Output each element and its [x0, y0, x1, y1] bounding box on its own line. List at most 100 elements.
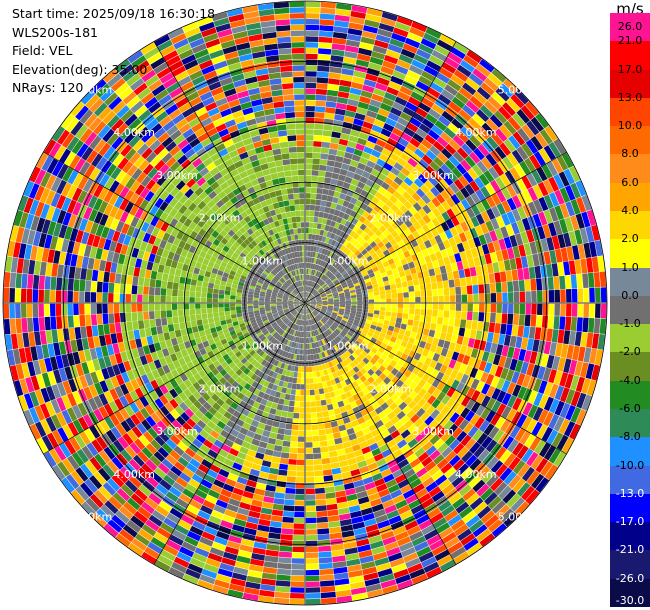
radar-gate: [429, 359, 438, 369]
radar-gate: [390, 367, 399, 376]
radar-gate: [339, 244, 346, 252]
radar-gate: [346, 321, 353, 327]
radar-gate: [530, 314, 537, 327]
radar-gate: [124, 404, 135, 417]
radar-gate: [339, 518, 352, 527]
radar-gate: [464, 365, 473, 376]
radar-gate: [288, 334, 293, 341]
radar-gate: [348, 505, 361, 513]
radar-gate: [279, 457, 289, 465]
radar-gate: [286, 346, 291, 353]
radar-gate: [317, 347, 321, 353]
radar-gate: [409, 568, 426, 579]
radar-gate: [59, 442, 72, 458]
radar-gate: [119, 407, 130, 420]
radar-gate: [217, 356, 226, 365]
radar-gate: [385, 289, 392, 295]
radar-gate: [332, 227, 338, 234]
radar-gate: [384, 92, 397, 102]
radar-gate: [284, 310, 290, 315]
radar-gate: [397, 117, 409, 127]
radar-gate: [192, 520, 206, 531]
radar-gate: [284, 351, 289, 358]
radar-gate: [334, 20, 349, 28]
radar-gate: [266, 341, 273, 348]
radar-gate: [541, 315, 549, 329]
radar-gate: [363, 25, 379, 34]
radar-gate: [566, 246, 575, 261]
radar-gate: [319, 340, 324, 346]
radar-gate: [316, 77, 329, 84]
radar-gate: [448, 139, 461, 151]
radar-gate: [169, 267, 176, 276]
radar-gate: [299, 325, 302, 332]
radar-gate: [389, 557, 405, 568]
radar-gate: [305, 459, 314, 466]
radar-gate: [81, 445, 94, 460]
radar-gate: [287, 382, 293, 389]
radar-gate: [257, 371, 265, 378]
radar-gate: [312, 311, 317, 317]
radar-gate: [267, 395, 275, 402]
radar-gate: [247, 303, 253, 306]
radar-gate: [525, 229, 535, 243]
radar-gate: [459, 363, 468, 374]
radar-gate: [239, 379, 247, 388]
radar-gate: [406, 186, 416, 197]
radar-gate: [278, 349, 284, 356]
radar-gate: [450, 369, 459, 379]
radar-gate: [32, 274, 40, 289]
radar-gate: [373, 393, 382, 402]
radar-gate: [440, 190, 451, 201]
radar-gate: [282, 297, 289, 300]
radar-gate: [406, 274, 413, 282]
radar-gate: [150, 270, 158, 280]
radar-gate: [443, 287, 450, 296]
radar-gate: [502, 489, 517, 504]
radar-gate: [329, 274, 335, 280]
radar-gate: [310, 299, 316, 302]
radar-gate: [54, 445, 67, 461]
radar-gate: [310, 412, 318, 419]
radar-gate: [133, 510, 148, 524]
radar-gate: [386, 389, 395, 398]
radar-gate: [338, 174, 346, 182]
radar-gate: [547, 315, 554, 329]
radar-gate: [51, 384, 61, 399]
radar-gate: [386, 269, 393, 276]
radar-gate: [376, 438, 387, 448]
radar-gate: [160, 549, 176, 562]
radar-gate: [211, 393, 220, 402]
radar-gate: [95, 247, 103, 260]
radar-gate: [425, 566, 442, 579]
radar-gate: [292, 317, 297, 323]
radar-gate: [412, 278, 420, 286]
radar-gate: [369, 442, 379, 451]
radar-gate: [21, 362, 31, 378]
radar-gate: [332, 384, 339, 391]
radar-gate: [47, 221, 57, 236]
radar-gate: [502, 435, 515, 450]
radar-gate: [228, 583, 245, 593]
radar-gate: [81, 362, 90, 375]
radar-gate: [436, 381, 446, 392]
radar-gate: [370, 233, 378, 241]
radar-gate: [305, 123, 315, 129]
radar-gate: [22, 259, 30, 274]
radar-gate: [323, 249, 329, 256]
radar-gate: [174, 385, 183, 395]
radar-gate: [319, 434, 327, 442]
radar-gate: [313, 258, 317, 264]
radar-gate: [524, 314, 531, 327]
radar-gate: [369, 56, 384, 66]
radar-gate: [294, 300, 300, 303]
radar-gate: [474, 177, 485, 189]
radar-gate: [277, 295, 283, 299]
radar-gate: [353, 479, 365, 488]
radar-gate: [319, 346, 324, 353]
radar-gate: [445, 264, 453, 273]
radar-gate: [343, 482, 355, 490]
radar-gate: [221, 557, 236, 567]
radar-gate: [226, 420, 236, 429]
radar-gate: [475, 189, 486, 202]
